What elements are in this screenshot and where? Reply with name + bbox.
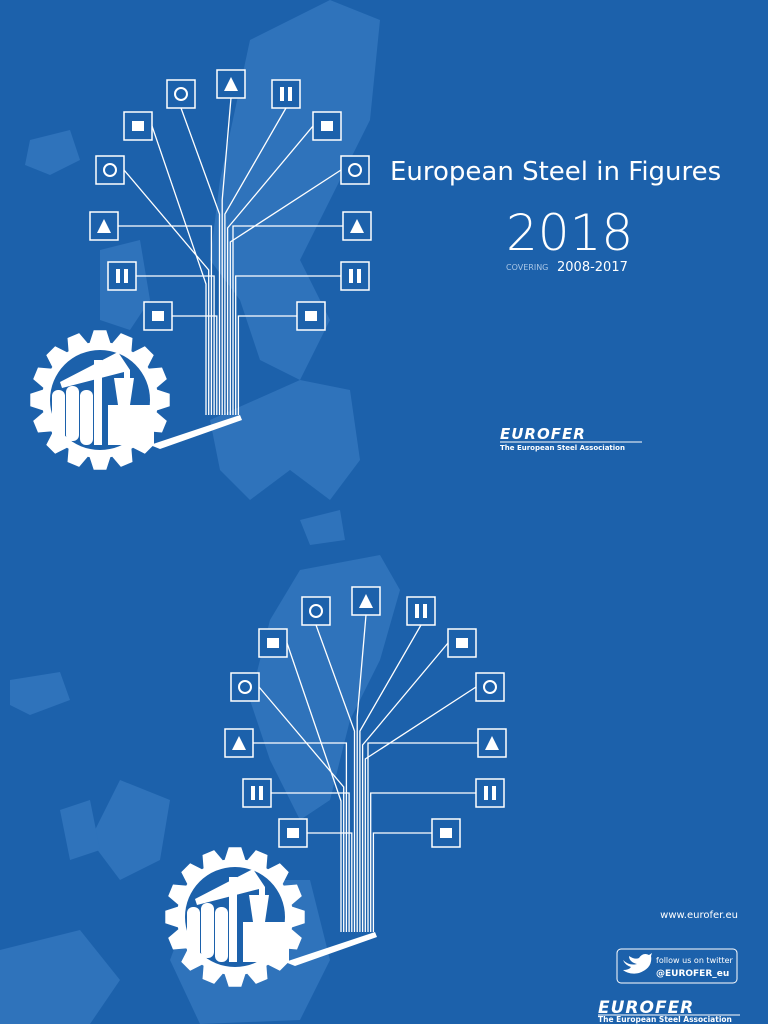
- title: European Steel in Figures: [390, 157, 721, 187]
- twitter-box: [616, 948, 738, 984]
- icon-glyph: [415, 604, 427, 618]
- factory-chimney: [229, 877, 237, 962]
- factory-hall: [243, 922, 289, 962]
- factory-converter: [114, 378, 134, 405]
- covering-label: COVERING: [506, 263, 548, 272]
- icon-glyph: [350, 219, 364, 233]
- icon-box: [242, 778, 272, 808]
- factory-silo: [215, 907, 228, 962]
- icon-glyph: [232, 736, 246, 750]
- icon-glyph: [440, 828, 452, 838]
- branch-line: [232, 225, 343, 415]
- website: www.eurofer.eu: [660, 910, 738, 921]
- icon-box: [107, 261, 137, 291]
- icon-glyph: [359, 594, 373, 608]
- factory-roof: [60, 352, 130, 405]
- branch-line: [258, 686, 345, 932]
- icon-glyph: [97, 219, 111, 233]
- factory-converter: [249, 895, 269, 922]
- branch-line: [307, 832, 353, 932]
- branch-line: [271, 792, 350, 932]
- factory-silo: [52, 390, 65, 445]
- icon-glyph: [103, 163, 117, 177]
- icon-glyph: [456, 638, 468, 648]
- branch-line: [224, 107, 287, 415]
- branch-line: [151, 125, 207, 415]
- logo-tagline: The European Steel Association: [500, 444, 625, 452]
- icon-glyph: [305, 311, 317, 321]
- year: 2018: [506, 204, 633, 262]
- branch-line: [364, 686, 477, 932]
- icon-glyph: [287, 828, 299, 838]
- factory-silo: [80, 390, 93, 445]
- steel-tree-top: [30, 69, 372, 470]
- branch-line: [370, 792, 476, 932]
- covering-years: 2008-2017: [557, 260, 628, 275]
- icon-box: [95, 155, 125, 185]
- factory-silo: [66, 386, 79, 441]
- map-top: [25, 0, 380, 545]
- icon-glyph: [280, 87, 292, 101]
- icon-box: [340, 155, 370, 185]
- icon-glyph: [321, 121, 333, 131]
- icon-glyph: [484, 786, 496, 800]
- icon-glyph: [485, 736, 499, 750]
- icon-glyph: [116, 269, 128, 283]
- icon-box: [230, 672, 260, 702]
- branch-line: [123, 169, 210, 415]
- branch-line: [172, 315, 218, 415]
- factory-silo: [187, 907, 200, 962]
- twitter-bird: [623, 953, 652, 974]
- icon-glyph: [238, 680, 252, 694]
- icon-glyph: [224, 77, 238, 91]
- base-slab: [150, 415, 242, 449]
- icon-box: [406, 596, 436, 626]
- icon-glyph: [309, 604, 323, 618]
- twitter-handle: @EUROFER_eu: [656, 969, 729, 979]
- icon-glyph: [152, 311, 164, 321]
- branch-line: [359, 624, 422, 932]
- icon-glyph: [267, 638, 279, 648]
- branch-line: [221, 97, 232, 415]
- factory-roof: [195, 869, 265, 922]
- logo-name: EUROFER: [598, 998, 694, 1018]
- branch-line: [180, 107, 221, 415]
- branch-line: [226, 125, 314, 415]
- base-slab: [285, 932, 377, 966]
- branch-line: [235, 275, 341, 415]
- branch-line: [237, 315, 297, 415]
- twitter-prompt: follow us on twitter: [656, 956, 734, 965]
- icon-box: [301, 596, 331, 626]
- icon-box: [477, 728, 507, 758]
- icon-box: [475, 672, 505, 702]
- branch-line: [286, 642, 342, 932]
- branch-line: [367, 742, 478, 932]
- icon-glyph: [348, 163, 362, 177]
- logo-name: EUROFER: [500, 425, 586, 443]
- icon-box: [340, 261, 370, 291]
- branch-line: [372, 832, 432, 932]
- branch-line: [136, 275, 215, 415]
- steel-tree-bottom: [165, 586, 507, 987]
- icon-glyph: [174, 87, 188, 101]
- factory-silo: [201, 903, 214, 958]
- icon-glyph: [483, 680, 497, 694]
- branch-line: [315, 624, 356, 932]
- branch-line: [253, 742, 348, 932]
- icon-box: [271, 79, 301, 109]
- factory-hall: [108, 405, 154, 445]
- icon-glyph: [132, 121, 144, 131]
- factory-chimney: [94, 360, 102, 445]
- icon-box: [475, 778, 505, 808]
- logo-tagline: The European Steel Association: [598, 1015, 732, 1024]
- icon-glyph: [251, 786, 263, 800]
- branch-line: [229, 169, 342, 415]
- branch-line: [361, 642, 449, 932]
- branch-line: [356, 614, 367, 932]
- icon-box: [166, 79, 196, 109]
- branch-line: [118, 225, 213, 415]
- icon-glyph: [349, 269, 361, 283]
